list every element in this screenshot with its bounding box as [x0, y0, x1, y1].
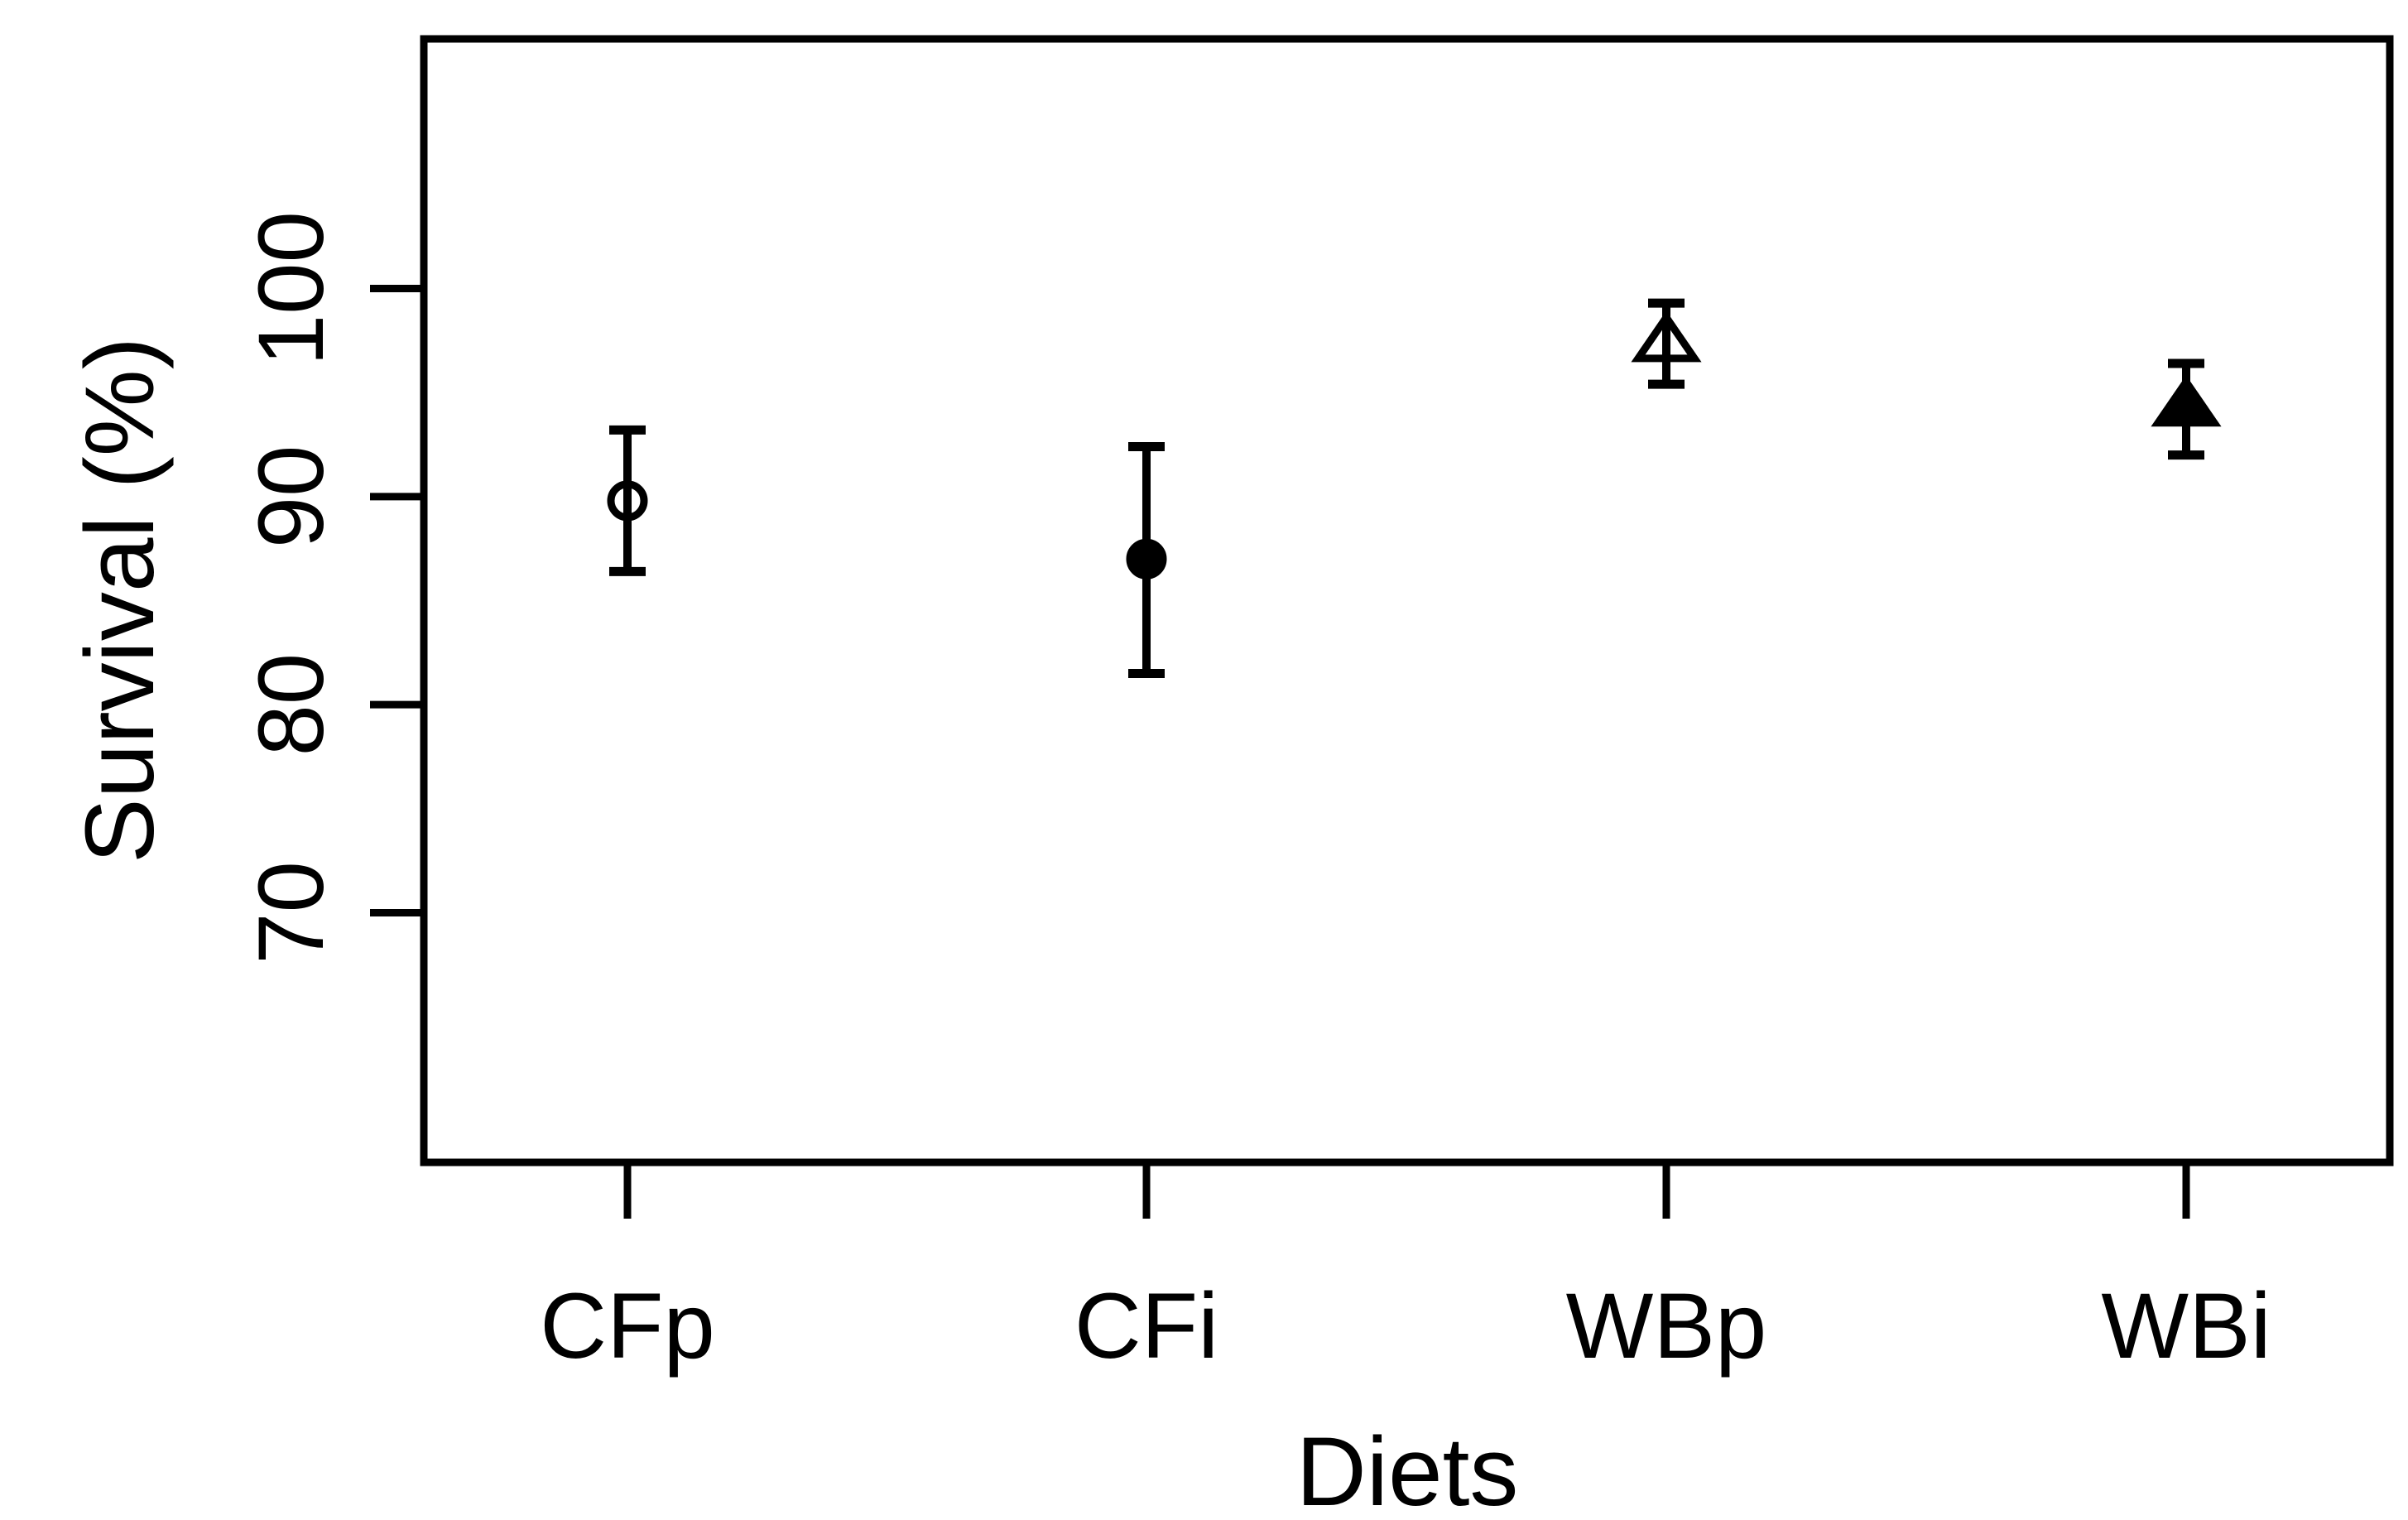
filled-triangle-marker — [2151, 375, 2222, 427]
open-circle-marker — [607, 480, 648, 522]
open-triangle-marker — [1631, 310, 1702, 363]
point-WBi — [2151, 358, 2222, 460]
y-axis-title: Survival (%) — [65, 337, 175, 863]
y-tick-label: 70 — [239, 861, 343, 964]
point-CFi — [1126, 442, 1167, 678]
y-tick-label: 80 — [239, 653, 343, 757]
filled-circle-marker — [1126, 538, 1167, 580]
data-points — [607, 298, 2222, 678]
x-axis: CFp CFi WBp WBi — [540, 1162, 2271, 1378]
x-tick-label: CFp — [540, 1274, 715, 1378]
point-CFp — [607, 425, 648, 576]
y-tick-label: 90 — [239, 445, 343, 549]
y-tick-label: 100 — [239, 211, 343, 366]
x-tick-label: WBi — [2101, 1274, 2271, 1378]
point-WBp — [1631, 298, 1702, 389]
x-tick-label: CFi — [1074, 1274, 1218, 1378]
x-axis-title: Diets — [1296, 1417, 1519, 1520]
y-axis: 70 80 90 100 — [239, 211, 424, 964]
plot-area-border — [420, 35, 2394, 1166]
x-tick-label: WBp — [1566, 1274, 1767, 1378]
